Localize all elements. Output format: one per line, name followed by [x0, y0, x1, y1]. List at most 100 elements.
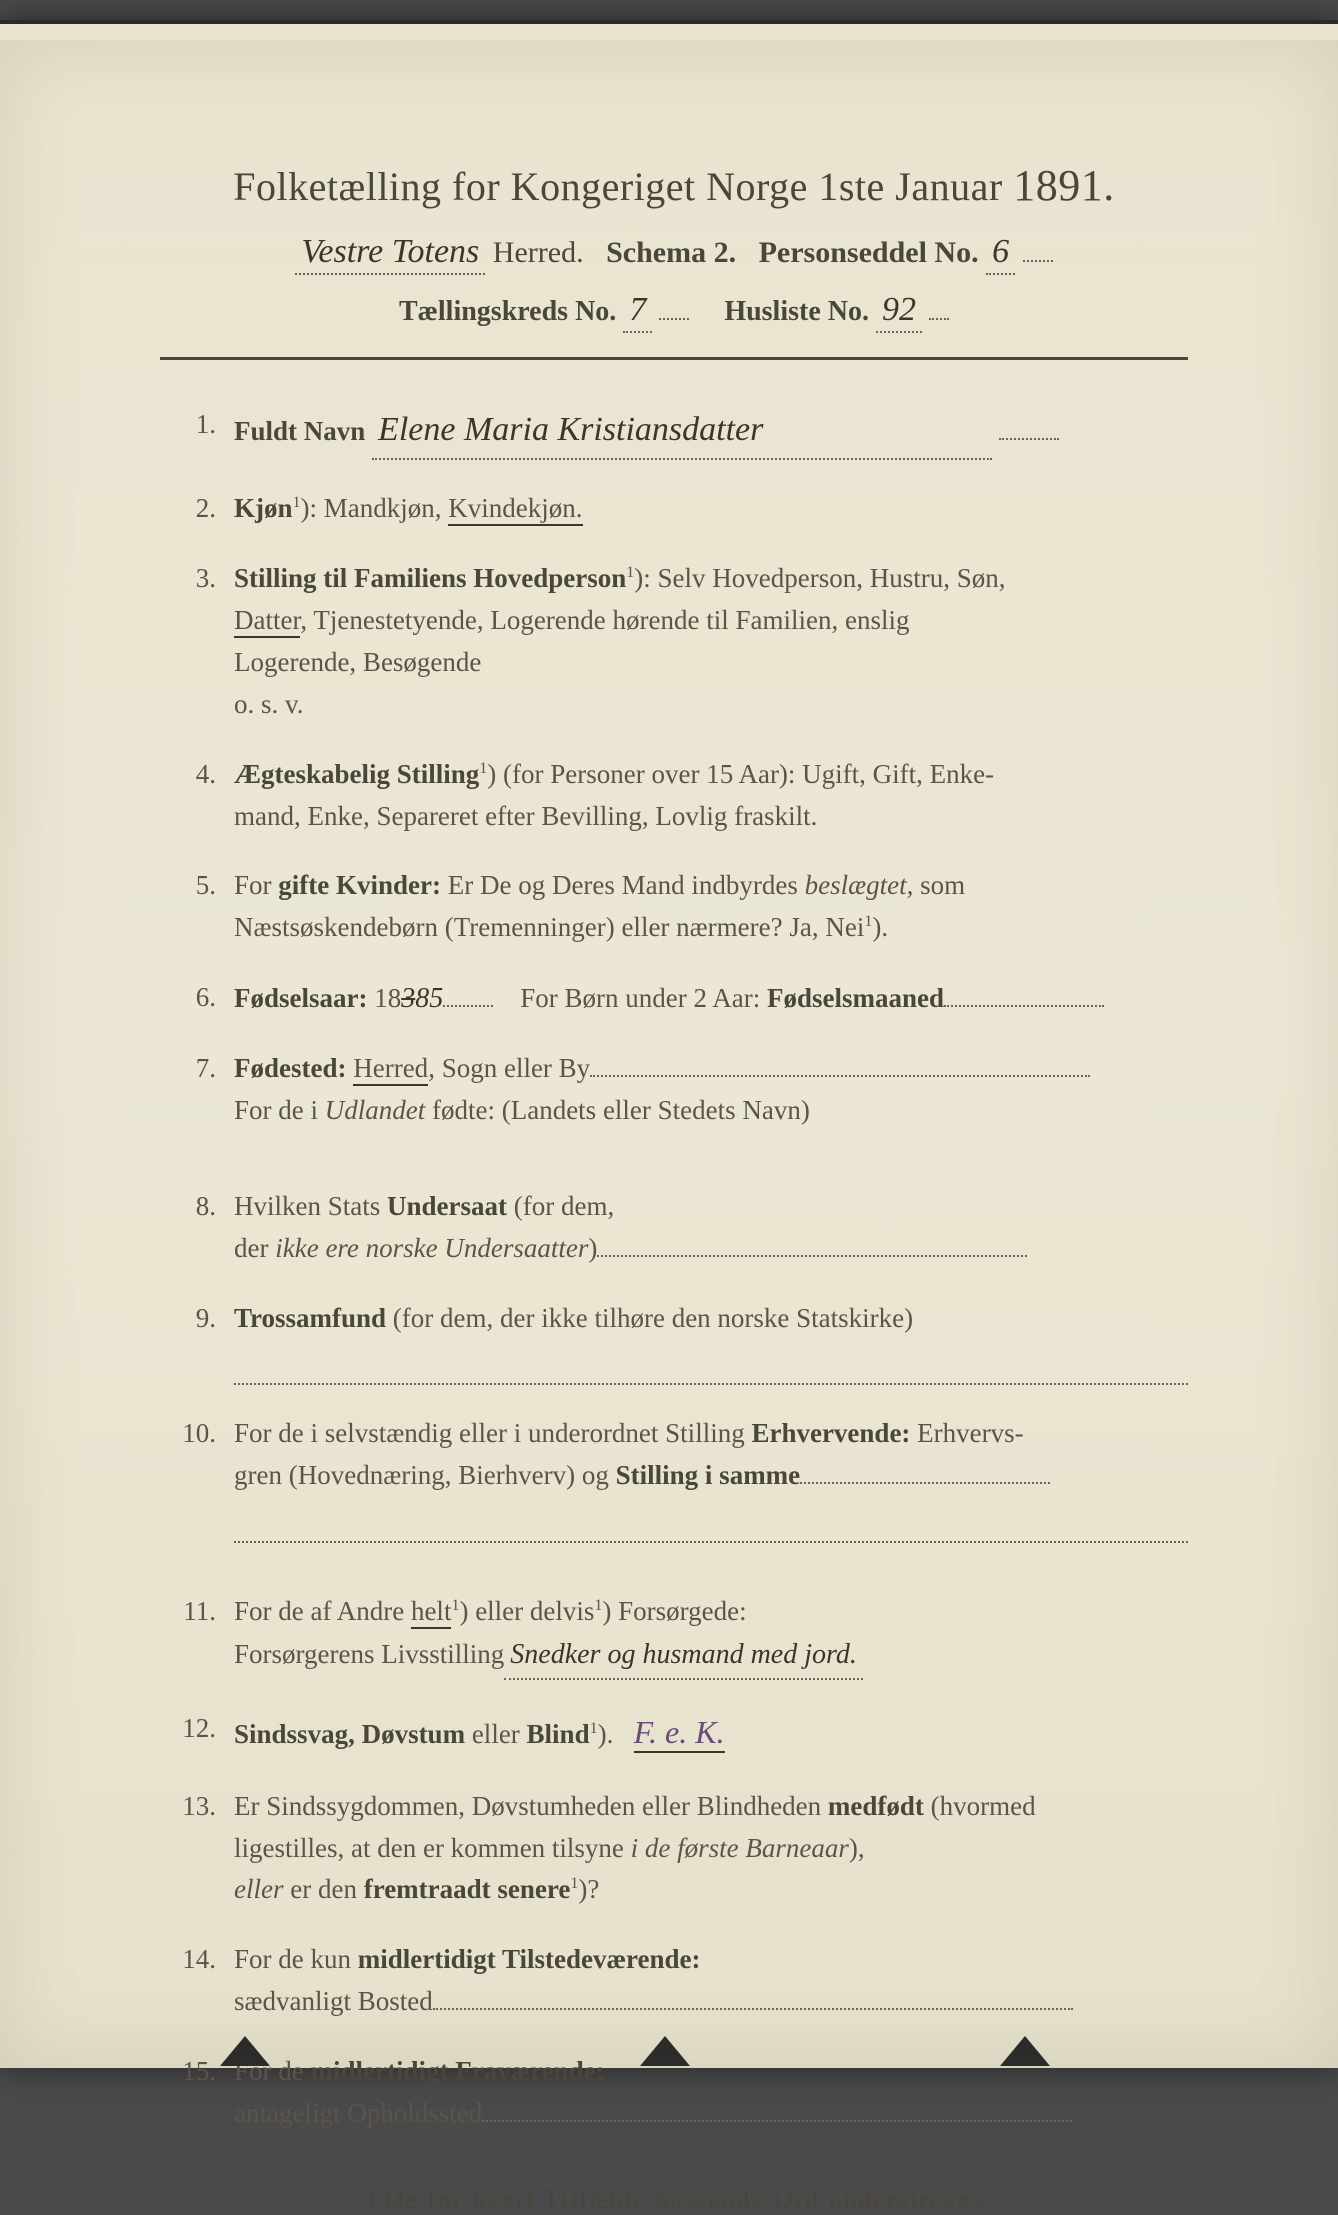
trail: [443, 983, 493, 1007]
label-fravaerende: midlertidigt Fraværende:: [311, 2056, 605, 2086]
herred-name-handwritten: Vestre Totens: [295, 233, 485, 275]
item-body: For de kun midlertidigt Tilstedeværende:…: [234, 1939, 1188, 2023]
line1-pre: Er Sindssygdommen, Døvstumheden eller Bl…: [234, 1791, 828, 1821]
item-num: 1.: [170, 404, 234, 461]
line1-end: som: [913, 870, 965, 900]
item-body: Sindssvag, Døvstum eller Blind1). F. e. …: [234, 1708, 1188, 1758]
item-num: 10.: [170, 1413, 234, 1542]
item-body: For de af Andre helt1) eller delvis1) Fo…: [234, 1591, 1188, 1680]
item-num: 2.: [170, 488, 234, 530]
label-fuldt-navn: Fuldt Navn: [234, 416, 365, 446]
year-struck: 3: [401, 983, 415, 1014]
item-3-stilling: 3. Stilling til Familiens Hovedperson1):…: [170, 558, 1188, 725]
pre: For de kun: [234, 1944, 358, 1974]
census-form-page: Folketælling for Kongeriget Norge 1ste J…: [0, 20, 1338, 2068]
trail2: [944, 983, 1104, 1007]
line2: Forsørgerens Livsstilling: [234, 1639, 504, 1669]
subtitle-line-2: Tællingskreds No. 7 Husliste No. 92: [160, 289, 1188, 333]
line2-pre: For de i: [234, 1095, 325, 1125]
blank-trail: [1023, 229, 1053, 262]
year-prefix: 18: [367, 983, 401, 1013]
title-text: Folketælling for Kongeriget Norge 1ste J…: [233, 164, 1002, 209]
item-4-aegteskab: 4. Ægteskabelig Stilling1) (for Personer…: [170, 754, 1188, 838]
line2: antageligt Opholdssted: [234, 2098, 482, 2128]
line2-post: ): [588, 1233, 597, 1263]
after: , Sogn eller By: [428, 1053, 590, 1083]
item-body: Ægteskabelig Stilling1) (for Personer ov…: [234, 754, 1188, 838]
item-num: 7.: [170, 1048, 234, 1132]
line2: Næstsøskendebørn (Tremenninger) eller næ…: [234, 912, 864, 942]
item-15-fravaerende: 15. For de midlertidigt Fraværende: anta…: [170, 2051, 1188, 2135]
line1: ) (for Personer over 15 Aar): Ugift, Gif…: [487, 759, 994, 789]
line2-pre: ligestilles, at den er kommen tilsyne: [234, 1833, 631, 1863]
item-body: For de midlertidigt Fraværende: antageli…: [234, 2051, 1188, 2135]
item-num: 4.: [170, 754, 234, 838]
trail: [433, 1986, 1073, 2010]
label-medfodt: medfødt: [828, 1791, 924, 1821]
livsstilling-value: Snedker og husmand med jord.: [504, 1633, 863, 1680]
item-body: Kjøn1): Mandkjøn, Kvindekjøn.: [234, 488, 1188, 530]
line1: Er De og Deres Mand indbyrdes: [441, 870, 805, 900]
item-num: 8.: [170, 1186, 234, 1270]
line1-post: (for dem,: [507, 1191, 614, 1221]
line1-pre: For de af Andre: [234, 1596, 411, 1626]
label-fodselsmaaned: Fødselsmaaned: [767, 983, 944, 1013]
item-num: 13.: [170, 1786, 234, 1912]
line1: ): Selv Hovedperson, Hustru, Søn,: [634, 563, 1005, 593]
line1-post: Erhvervs-: [910, 1418, 1023, 1448]
label-trossamfund: Trossamfund: [234, 1303, 386, 1333]
label-sindssvag: Sindssvag, Døvstum: [234, 1719, 465, 1749]
text: ): Mandkjøn,: [301, 493, 449, 523]
label-fremtraadt: fremtraadt senere: [364, 1874, 571, 1904]
trail: [482, 2098, 1072, 2122]
line3-italic: eller: [234, 1874, 283, 1904]
item-body: Er Sindssygdommen, Døvstumheden eller Bl…: [234, 1786, 1188, 1912]
line3-post: )?: [578, 1874, 599, 1904]
item-body: Trossamfund (for dem, der ikke tilhøre d…: [234, 1298, 1188, 1386]
post: ).: [598, 1719, 614, 1749]
item-num: 14.: [170, 1939, 234, 2023]
line1-pre: For de i selvstændig eller i underordnet…: [234, 1418, 751, 1448]
line2-end: ).: [872, 912, 888, 942]
line3-mid: er den: [283, 1874, 363, 1904]
item-num: 5.: [170, 865, 234, 949]
line2: , Tjenestetyende, Logerende hørende til …: [300, 605, 909, 635]
subtitle-line-1: Vestre Totens Herred. Schema 2. Personse…: [160, 229, 1188, 275]
herred-label: Herred.: [493, 236, 584, 269]
line2-pre: der: [234, 1233, 275, 1263]
spacer: [170, 1160, 1188, 1186]
item-5-gifte-kvinder: 5. For gifte Kvinder: Er De og Deres Man…: [170, 865, 1188, 949]
sup: 1: [293, 494, 301, 511]
line3: Logerende, Besøgende: [234, 647, 481, 677]
item-num: 11.: [170, 1591, 234, 1680]
label-erhvervende: Erhvervende:: [751, 1418, 910, 1448]
item-body: Fødselsaar: 18385 For Børn under 2 Aar: …: [234, 977, 1188, 1020]
item-num: 12.: [170, 1708, 234, 1758]
item-body: Stilling til Familiens Hovedperson1): Se…: [234, 558, 1188, 725]
kvindekjon-underlined: Kvindekjøn.: [448, 493, 582, 526]
label-tilstede: midlertidigt Tilstedeværende:: [358, 1944, 701, 1974]
item-num: 15.: [170, 2051, 234, 2135]
trail: [597, 1233, 1027, 1257]
footnote-text: ) De for hvert Tilfælde passende Ord und…: [365, 2185, 992, 2214]
form-items: 1. Fuldt Navn Elene Maria Kristiansdatte…: [160, 404, 1188, 2135]
item-body: For gifte Kvinder: Er De og Deres Mand i…: [234, 865, 1188, 949]
mid: For Børn under 2 Aar:: [513, 983, 766, 1013]
line2-post: fødte: (Landets eller Stedets Navn): [425, 1095, 810, 1125]
header-rule: [160, 357, 1188, 360]
year-val: 85: [415, 983, 443, 1014]
item-1-fuldt-navn: 1. Fuldt Navn Elene Maria Kristiansdatte…: [170, 404, 1188, 461]
footnote-sup: 1: [355, 2185, 365, 2202]
line2-post: ),: [849, 1833, 865, 1863]
label-gifte: gifte Kvinder:: [278, 870, 441, 900]
label-fodselsaar: Fødselsaar:: [234, 983, 367, 1013]
item-body: Fuldt Navn Elene Maria Kristiansdatter: [234, 404, 1188, 461]
item-num: 6.: [170, 977, 234, 1020]
footnote: 1) De for hvert Tilfælde passende Ord un…: [160, 2185, 1188, 2215]
dotted-line: [234, 1505, 1188, 1543]
line1-post: (hvormed: [924, 1791, 1036, 1821]
blank-trail-3: [929, 289, 949, 320]
udlandet: Udlandet: [325, 1095, 426, 1125]
item-7-fodested: 7. Fødested: Herred, Sogn eller By For d…: [170, 1048, 1188, 1132]
helt-underlined: helt: [411, 1596, 452, 1629]
